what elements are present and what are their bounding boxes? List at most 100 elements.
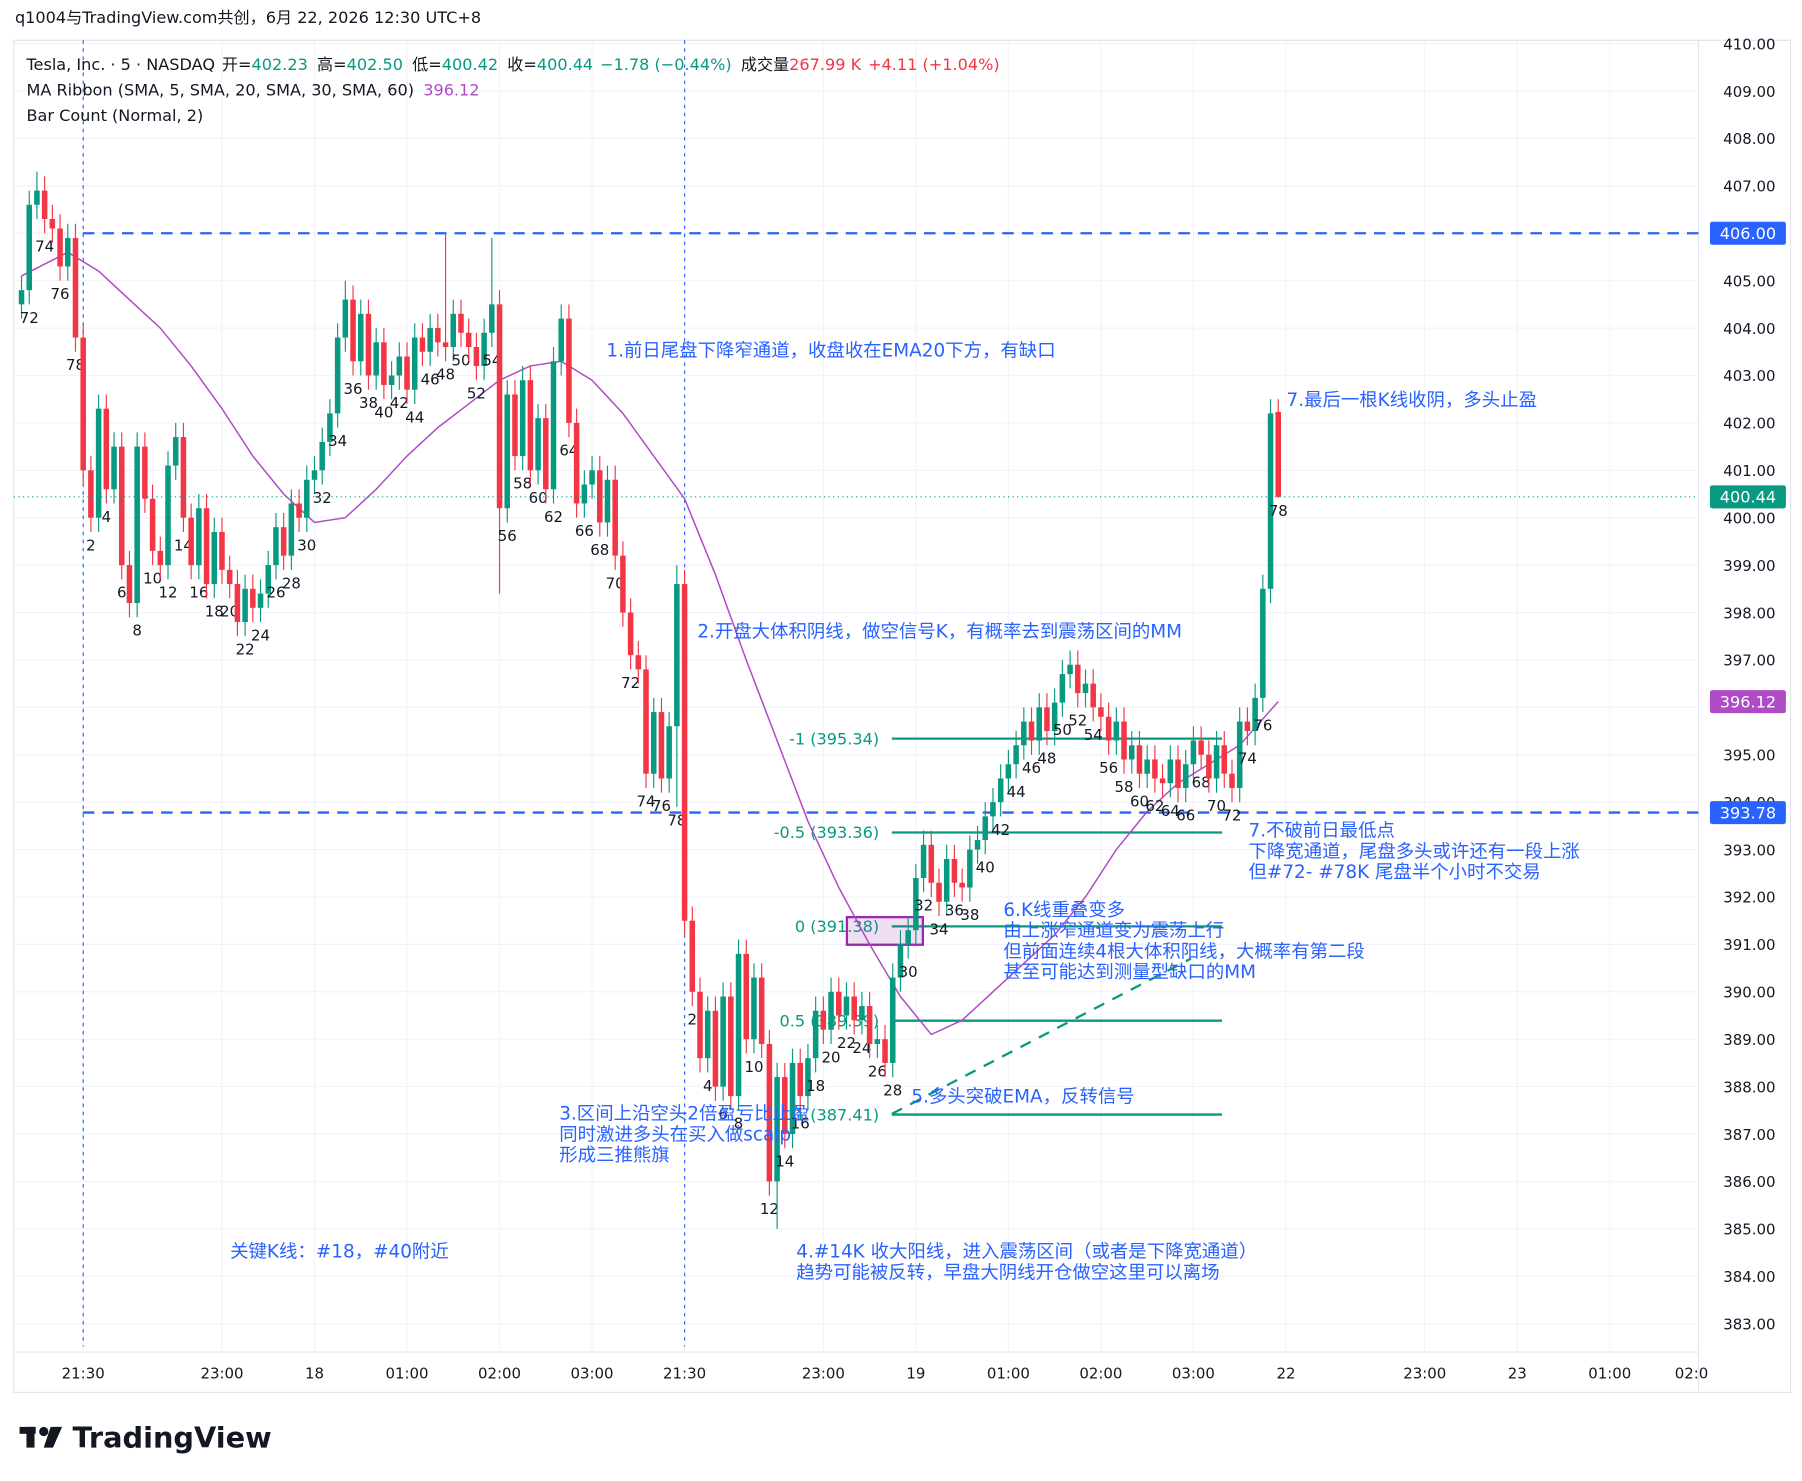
bar-count-label: 54: [1084, 726, 1103, 744]
candle-body: [111, 446, 117, 490]
candle-body: [1082, 683, 1089, 694]
candle-body: [211, 531, 218, 585]
legend-value: 400.42: [442, 55, 498, 74]
ma-tag: [1709, 690, 1786, 714]
y-tick-label: 402.00: [1723, 415, 1775, 433]
candle-body: [373, 342, 379, 376]
candle-body: [18, 290, 25, 305]
candle-body: [674, 584, 680, 727]
bar-count-label: 14: [775, 1153, 794, 1171]
bar-count-label: 78: [66, 356, 85, 374]
annotation-line: 但#72- #78K 尾盘半个小时不交易: [1249, 862, 1541, 883]
annotation-line: 甚至可能达到测量型缺口的MM: [1003, 962, 1256, 983]
chart-frame: [13, 39, 1792, 1393]
bar-count-label: 52: [1068, 712, 1087, 730]
candle-body: [126, 565, 133, 604]
legend-key: 高=: [317, 55, 347, 74]
bar-count-label: 72: [1222, 807, 1241, 825]
legend-symbol: Tesla, Inc. · 5 · NASDAQ: [25, 55, 215, 74]
bar-count-label: 28: [282, 574, 301, 592]
candle-body: [990, 802, 996, 817]
candle-body: [1121, 721, 1127, 760]
candle-body: [913, 878, 919, 931]
candle-body: [458, 313, 464, 333]
candle-body: [26, 204, 32, 291]
x-tick-label: 03:00: [571, 1365, 614, 1383]
candle-body: [581, 484, 588, 504]
candle-body: [304, 479, 310, 518]
y-tick-label: 393.00: [1723, 841, 1775, 859]
x-tick-label: 22: [1276, 1365, 1295, 1383]
candle-body: [489, 304, 495, 333]
candle-body: [203, 508, 210, 585]
candle-body: [882, 1039, 888, 1063]
candle-body: [342, 299, 349, 338]
candle-body: [889, 977, 896, 1063]
bar-count-label: 70: [1207, 797, 1226, 815]
x-tick-label: 02:00: [478, 1365, 521, 1383]
y-tick-label: 388.00: [1723, 1078, 1775, 1096]
x-tick-label: 21:30: [62, 1365, 105, 1383]
annotation-line: 4.#14K 收大阳线，进入震荡区间（或者是下降宽通道）: [796, 1242, 1257, 1263]
candle-body: [851, 996, 857, 1021]
candle-body: [774, 1077, 780, 1182]
legend-key: 低=: [412, 55, 442, 74]
candle-body: [327, 413, 333, 442]
candle-body: [720, 996, 726, 1087]
bar-count-label: 34: [929, 920, 948, 938]
bar-count-label: 10: [744, 1058, 763, 1076]
y-tick-label: 392.00: [1723, 889, 1775, 907]
bar-count-label: 44: [1007, 783, 1026, 801]
bar-count-label: 74: [637, 792, 656, 810]
candle-body: [982, 816, 989, 841]
candle-body: [473, 347, 480, 366]
x-tick-label: 02:00: [1079, 1365, 1122, 1383]
candle-body: [627, 612, 634, 656]
candle-body: [280, 527, 287, 556]
candle-body: [411, 337, 418, 390]
bar-count-label: 16: [189, 584, 208, 602]
bar-count-label: 12: [159, 584, 178, 602]
bar-count-label: 20: [220, 603, 239, 621]
candle-body: [1028, 721, 1035, 741]
candle-body: [1021, 721, 1027, 746]
candle-body: [504, 394, 511, 509]
logo-text: TradingView: [72, 1421, 271, 1455]
candle-body: [442, 342, 449, 348]
bar-count-label: 2: [86, 536, 96, 554]
grid: [13, 40, 1699, 1353]
fib-label: -1 (395.34): [789, 729, 879, 748]
logo-mark: [26, 1426, 35, 1448]
price-tag-label: 400.44: [1720, 488, 1776, 507]
legend-change: −1.78 (−0.44%): [600, 55, 732, 74]
candle-body: [704, 1010, 711, 1059]
candle-body: [234, 584, 241, 623]
candle-body: [997, 778, 1004, 803]
candle-body: [951, 859, 958, 883]
annotation: 关键K线：#18，#40附近: [230, 1242, 449, 1263]
bar-count-label: 22: [837, 1034, 856, 1052]
bar-count-label: 54: [482, 351, 501, 369]
y-tick-label: 410.00: [1723, 35, 1775, 53]
y-tick-label: 398.00: [1723, 604, 1775, 622]
candle-body: [666, 726, 672, 779]
candle-body: [1098, 707, 1104, 717]
annotation-line: 关键K线：#18，#40附近: [230, 1242, 449, 1263]
x-tick-label: 23:00: [802, 1365, 845, 1383]
bar-count-label: 28: [883, 1082, 902, 1100]
bar-count-label: 24: [852, 1039, 871, 1057]
annotation: 5.多头突破EMA，反转信号: [911, 1086, 1134, 1107]
bar-count-label: 22: [236, 641, 255, 659]
level-tag-label: 406.00: [1720, 224, 1776, 243]
y-tick-label: 395.00: [1723, 747, 1775, 765]
candle-body: [1075, 664, 1081, 694]
y-tick-label: 397.00: [1723, 652, 1775, 670]
annotation: 7.不破前日最低点下降宽通道，尾盘多头或许还有一段上涨但#72- #78K 尾盘…: [1249, 821, 1580, 883]
bar-count-label: 56: [498, 527, 517, 545]
bar-count-label: 60: [529, 489, 548, 507]
candle-body: [828, 991, 834, 1030]
candle-body: [334, 337, 341, 414]
